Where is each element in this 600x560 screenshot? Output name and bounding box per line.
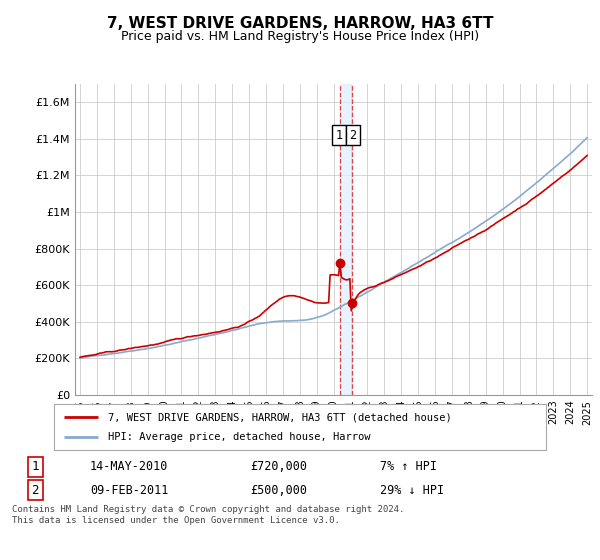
Text: 7, WEST DRIVE GARDENS, HARROW, HA3 6TT (detached house): 7, WEST DRIVE GARDENS, HARROW, HA3 6TT (… [108, 412, 452, 422]
Text: 2: 2 [349, 129, 356, 142]
Text: £500,000: £500,000 [250, 483, 307, 497]
Text: 7% ↑ HPI: 7% ↑ HPI [380, 460, 437, 473]
Text: 29% ↓ HPI: 29% ↓ HPI [380, 483, 444, 497]
Text: 14-MAY-2010: 14-MAY-2010 [90, 460, 169, 473]
Bar [340, 84, 352, 395]
Text: 1: 1 [335, 129, 343, 142]
Text: Price paid vs. HM Land Registry's House Price Index (HPI): Price paid vs. HM Land Registry's House … [121, 30, 479, 43]
Text: HPI: Average price, detached house, Harrow: HPI: Average price, detached house, Harr… [108, 432, 371, 442]
Text: Contains HM Land Registry data © Crown copyright and database right 2024.
This d: Contains HM Land Registry data © Crown c… [12, 505, 404, 525]
Text: 2: 2 [31, 483, 39, 497]
Text: 1: 1 [31, 460, 39, 473]
Text: 09-FEB-2011: 09-FEB-2011 [90, 483, 169, 497]
Text: 7, WEST DRIVE GARDENS, HARROW, HA3 6TT: 7, WEST DRIVE GARDENS, HARROW, HA3 6TT [107, 16, 493, 31]
Text: £720,000: £720,000 [250, 460, 307, 473]
